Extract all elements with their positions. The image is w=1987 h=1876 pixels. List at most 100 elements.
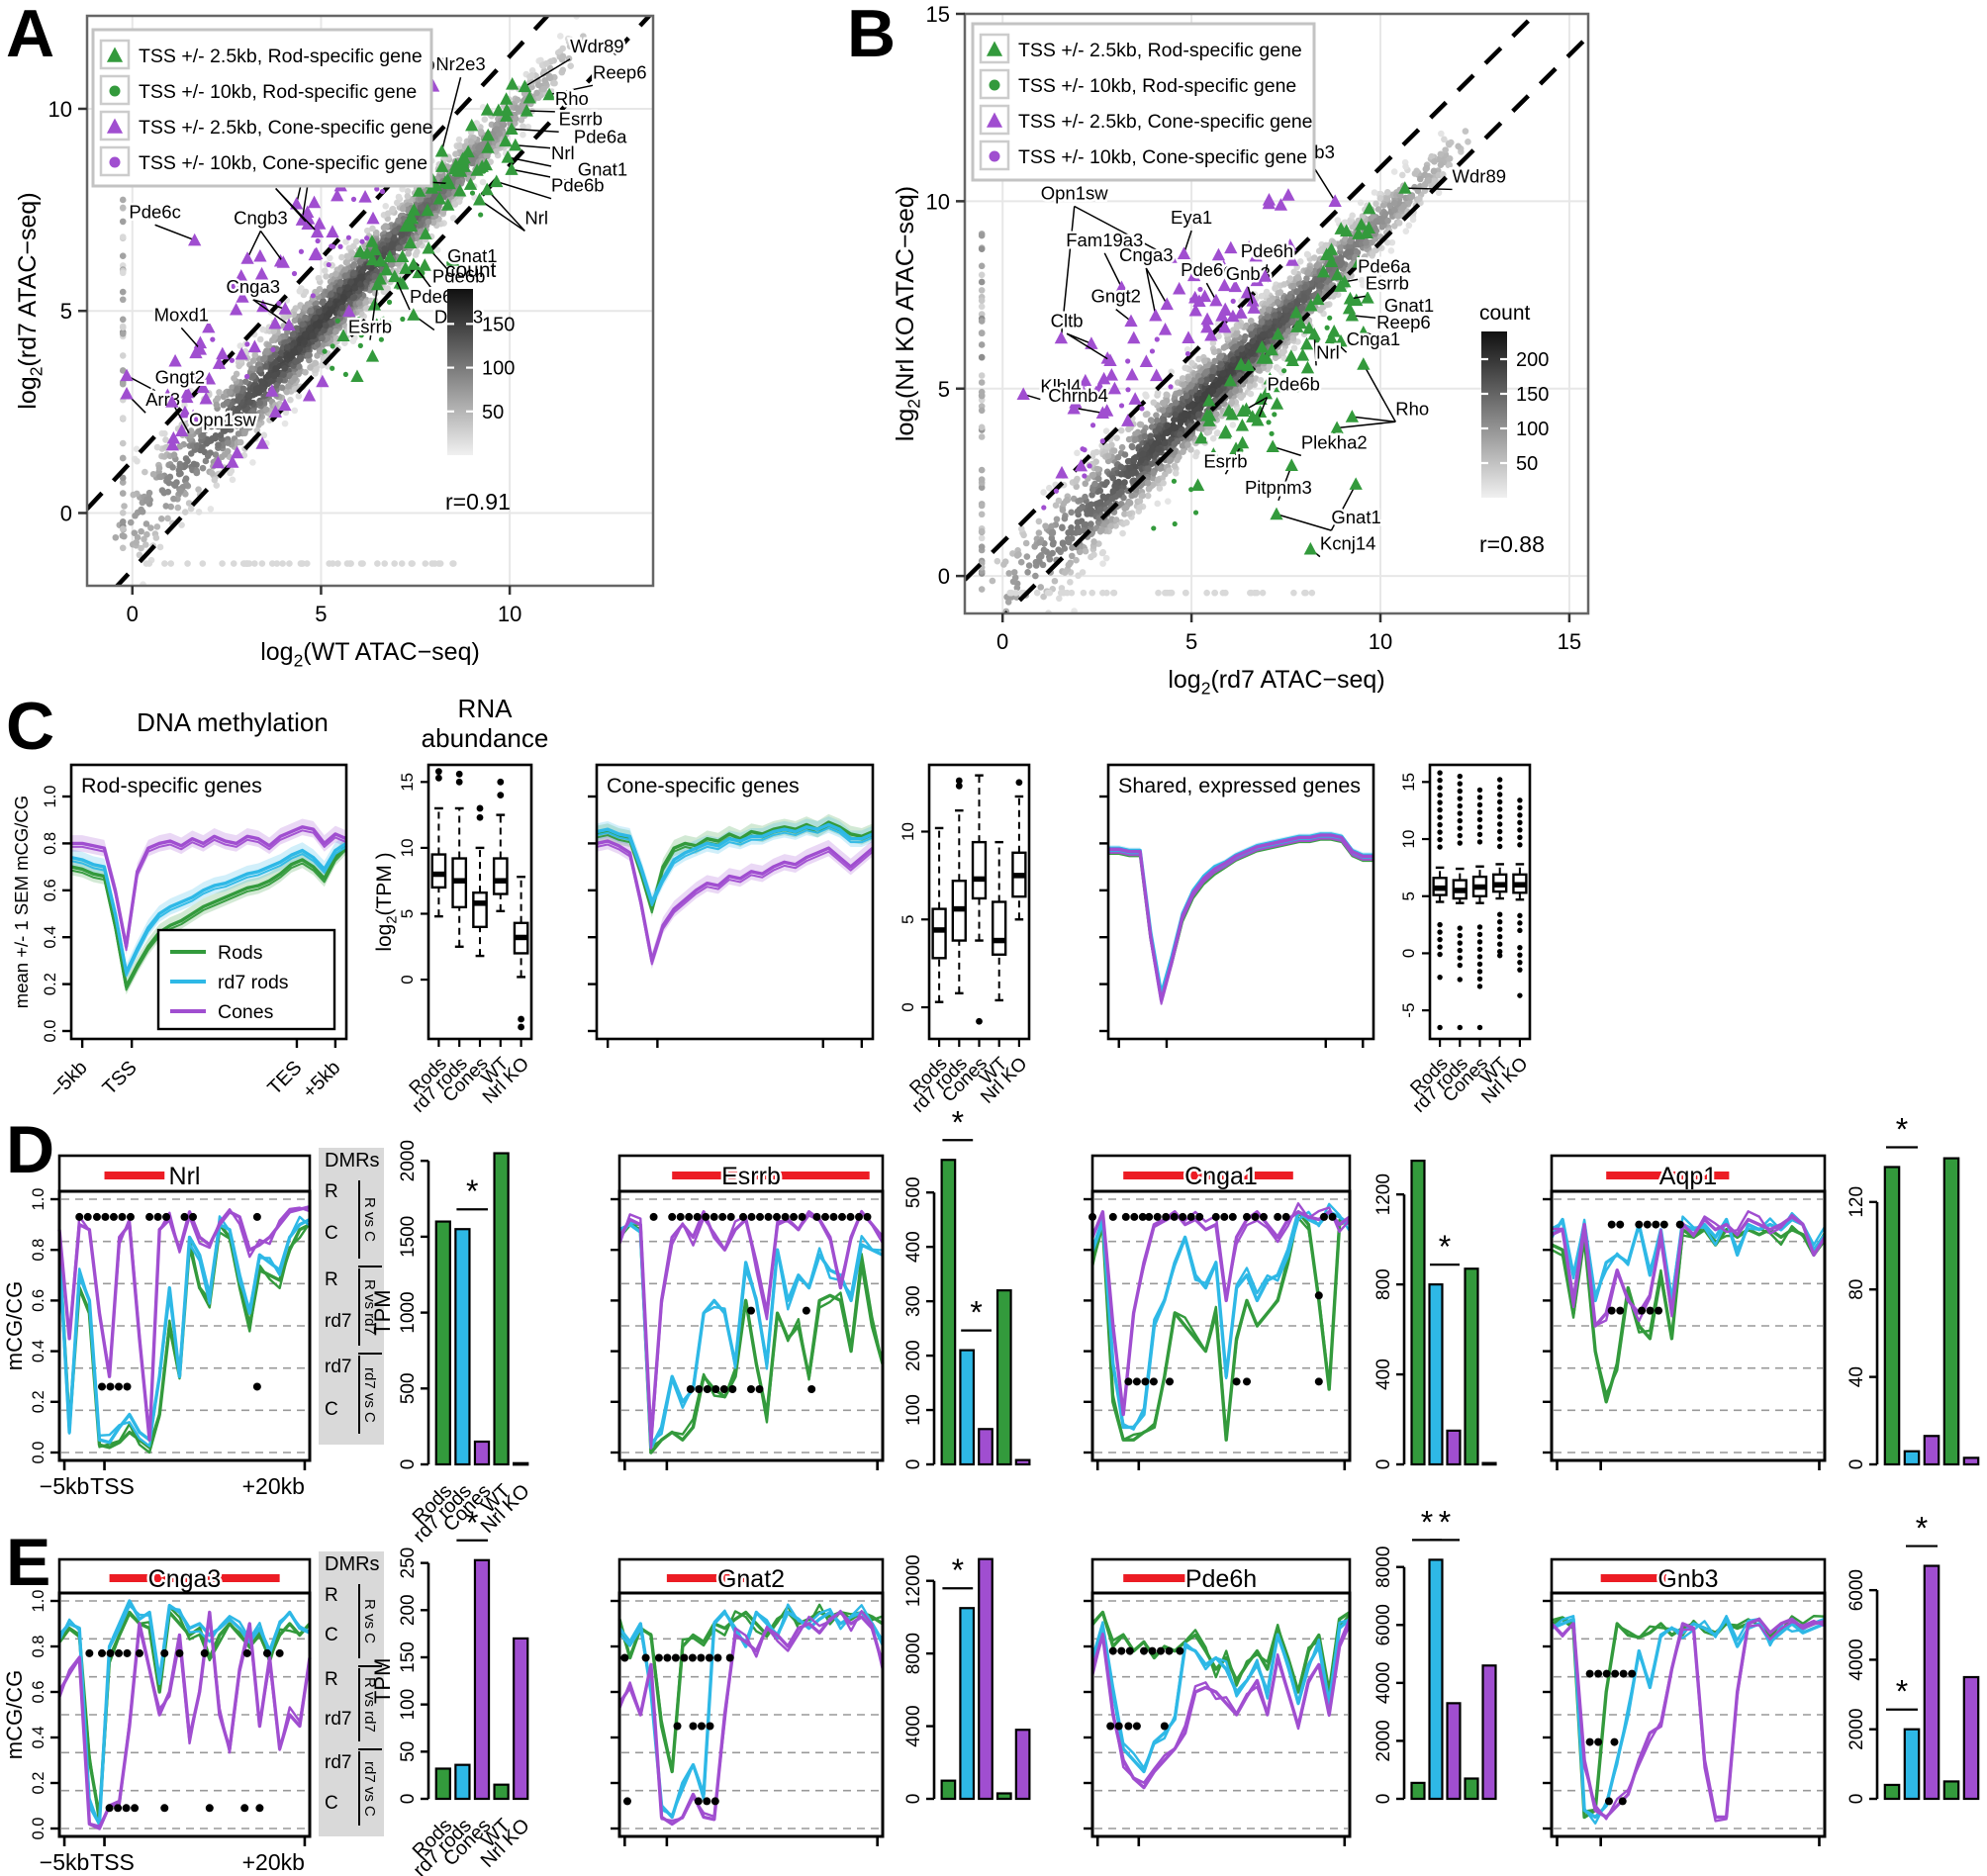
svg-text:count: count	[1479, 302, 1531, 325]
svg-text:TSS +/- 2.5kb, Rod-specific ge: TSS +/- 2.5kb, Rod-specific gene	[139, 46, 423, 67]
svg-text:5: 5	[899, 915, 917, 924]
svg-text:log2(TPM ): log2(TPM )	[373, 852, 400, 951]
svg-text:TSS: TSS	[99, 1057, 142, 1099]
svg-text:+5kb: +5kb	[299, 1057, 345, 1103]
svg-text:Moxd1: Moxd1	[154, 304, 210, 325]
panel-e-cnga3-methylation: Cnga3−5kb TSS +20kb0.00.20.40.60.81.0mCG/C…	[2, 1557, 312, 1875]
svg-text:Gnat1: Gnat1	[1384, 295, 1434, 316]
svg-text:Cltb: Cltb	[1051, 310, 1084, 330]
svg-text:50: 50	[1516, 453, 1538, 475]
svg-text:Gnat1: Gnat1	[578, 158, 627, 179]
svg-text:Klhl4: Klhl4	[1040, 376, 1081, 397]
svg-text:0: 0	[60, 501, 72, 525]
svg-text:15: 15	[926, 2, 950, 27]
svg-text:Pitpnm3: Pitpnm3	[1245, 477, 1312, 498]
svg-text:Kcnj14: Kcnj14	[1320, 533, 1376, 554]
svg-text:0.4: 0.4	[42, 926, 59, 949]
svg-text:rd7 rods: rd7 rods	[218, 972, 289, 993]
svg-text:0.6: 0.6	[42, 879, 59, 901]
svg-text:TSS +/- 10kb, Rod-specific gen: TSS +/- 10kb, Rod-specific gene	[1018, 75, 1296, 97]
svg-text:Cngb3: Cngb3	[234, 207, 288, 228]
svg-text:Opn1sw: Opn1sw	[1041, 182, 1109, 203]
svg-text:Esrrb: Esrrb	[1203, 450, 1247, 471]
panel-e-gnb3-methylation: Gnb3	[1543, 1557, 1827, 1846]
svg-text:Nr2e3: Nr2e3	[435, 53, 485, 74]
svg-text:count: count	[445, 259, 497, 282]
svg-text:150: 150	[482, 314, 515, 335]
svg-text:150: 150	[1516, 384, 1549, 406]
svg-text:-5: -5	[1399, 1003, 1418, 1018]
svg-text:−5kb: −5kb	[46, 1057, 92, 1103]
svg-text:Pde6c: Pde6c	[1181, 259, 1232, 280]
svg-text:Eya1: Eya1	[1171, 207, 1212, 228]
svg-text:Cone-specific genes: Cone-specific genes	[607, 774, 800, 797]
svg-text:Pde6h: Pde6h	[1241, 240, 1294, 261]
svg-text:0: 0	[1399, 949, 1418, 958]
svg-text:Nrl: Nrl	[524, 207, 548, 228]
svg-text:TSS +/- 2.5kb, Cone-specific g: TSS +/- 2.5kb, Cone-specific gene	[139, 117, 433, 139]
svg-text:log2(Nrl KO ATAC−seq): log2(Nrl KO ATAC−seq)	[892, 186, 923, 441]
svg-text:Esrrb: Esrrb	[1366, 272, 1409, 293]
svg-text:Wdr89: Wdr89	[570, 36, 624, 56]
svg-text:Pde6b: Pde6b	[432, 266, 486, 287]
svg-text:15: 15	[1399, 773, 1418, 792]
svg-text:100: 100	[1516, 419, 1549, 440]
svg-text:Pde6a: Pde6a	[574, 127, 627, 147]
svg-text:TSS +/- 2.5kb, Rod-specific ge: TSS +/- 2.5kb, Rod-specific gene	[1018, 40, 1302, 61]
svg-text:0: 0	[899, 1002, 917, 1011]
svg-text:TSS +/- 10kb, Cone-specific ge: TSS +/- 10kb, Cone-specific gene	[1018, 146, 1307, 168]
panel-label-e: E	[6, 1525, 51, 1600]
panel-label-a: A	[6, 0, 55, 71]
svg-text:10: 10	[1369, 629, 1392, 654]
svg-text:0.0: 0.0	[42, 1020, 59, 1043]
svg-text:Gngt2: Gngt2	[155, 367, 205, 388]
svg-text:Pde6a: Pde6a	[1358, 255, 1411, 276]
svg-text:Pde6c: Pde6c	[129, 201, 180, 222]
panel-label-d: D	[6, 1112, 55, 1187]
panel-label-c: C	[6, 689, 55, 764]
dna-methylation-title: DNA methylation	[137, 707, 329, 737]
svg-text:15: 15	[1558, 629, 1581, 654]
svg-text:0.2: 0.2	[42, 973, 59, 995]
panel-d-cnga1-methylation: Cnga1	[1084, 1154, 1352, 1470]
svg-text:Pde6b: Pde6b	[1267, 374, 1320, 395]
svg-text:log2(WT ATAC−seq): log2(WT ATAC−seq)	[260, 638, 480, 670]
svg-text:Rho: Rho	[1395, 398, 1429, 419]
svg-text:10: 10	[398, 838, 417, 857]
svg-text:10: 10	[926, 189, 950, 214]
panel-label-b: B	[847, 0, 897, 71]
svg-text:Reep6: Reep6	[1376, 312, 1431, 332]
svg-text:50: 50	[482, 402, 504, 423]
svg-text:Shared, expressed genes: Shared, expressed genes	[1118, 774, 1361, 797]
svg-text:r=0.88: r=0.88	[1479, 531, 1545, 557]
svg-text:100: 100	[482, 358, 515, 380]
svg-text:Nrl: Nrl	[551, 142, 575, 163]
svg-text:Wdr89: Wdr89	[1453, 165, 1507, 186]
svg-text:TES: TES	[263, 1057, 306, 1099]
svg-text:10: 10	[899, 822, 917, 841]
svg-text:10: 10	[48, 97, 72, 122]
panel-c-cone-specific-lineplot: Cone-specific genes	[588, 763, 875, 1048]
svg-text:TSS +/- 2.5kb, Cone-specific g: TSS +/- 2.5kb, Cone-specific gene	[1018, 111, 1313, 133]
svg-text:Rods: Rods	[218, 942, 263, 964]
svg-text:5: 5	[60, 299, 72, 324]
svg-text:Cnga3: Cnga3	[227, 276, 281, 297]
svg-text:200: 200	[1516, 349, 1549, 371]
svg-text:0: 0	[938, 564, 950, 589]
svg-text:Gngt2: Gngt2	[1091, 286, 1141, 307]
svg-text:0: 0	[996, 629, 1008, 654]
svg-text:TSS +/- 10kb, Rod-specific gen: TSS +/- 10kb, Rod-specific gene	[139, 81, 417, 103]
svg-text:Chrnb4: Chrnb4	[1048, 385, 1108, 406]
svg-text:Cnga3: Cnga3	[1119, 244, 1174, 265]
panel-e-pde6h-methylation: Pde6h	[1084, 1557, 1352, 1846]
svg-text:5: 5	[398, 909, 417, 918]
